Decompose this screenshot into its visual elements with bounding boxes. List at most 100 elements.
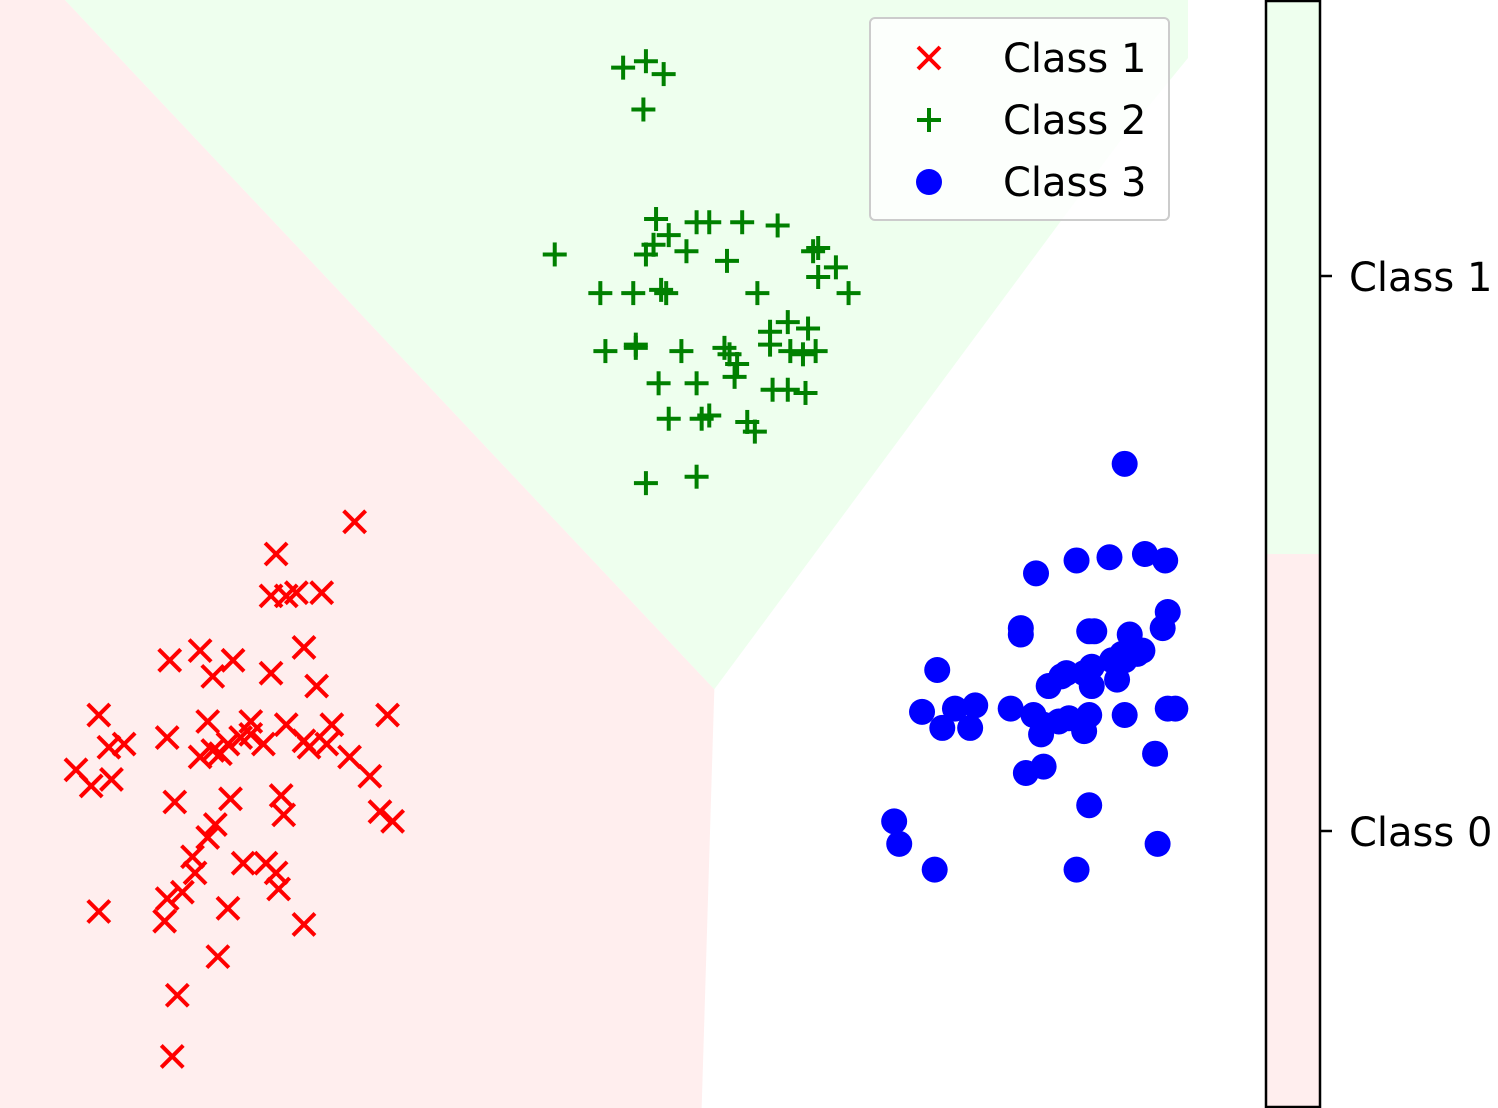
data-point bbox=[1007, 621, 1034, 648]
data-point bbox=[745, 281, 770, 306]
data-point bbox=[793, 380, 818, 405]
data-point bbox=[195, 709, 221, 734]
data-point bbox=[367, 799, 393, 825]
data-point bbox=[1063, 547, 1090, 574]
data-point bbox=[253, 850, 279, 876]
data-point bbox=[742, 419, 767, 444]
data-point bbox=[621, 281, 646, 306]
data-point bbox=[651, 62, 676, 87]
data-point bbox=[697, 403, 722, 428]
data-point bbox=[1076, 792, 1103, 819]
data-point bbox=[337, 744, 362, 770]
legend-label: Class 2 bbox=[1003, 98, 1146, 144]
data-point bbox=[1078, 653, 1105, 680]
data-point bbox=[152, 908, 178, 934]
data-point bbox=[801, 239, 826, 264]
data-point bbox=[1012, 760, 1039, 787]
data-point bbox=[941, 695, 968, 722]
data-point bbox=[357, 763, 383, 789]
data-point bbox=[195, 825, 221, 850]
data-point bbox=[78, 773, 104, 799]
data-point bbox=[215, 895, 241, 921]
data-point bbox=[1078, 673, 1105, 700]
data-point bbox=[271, 802, 297, 828]
data-point bbox=[1028, 721, 1055, 748]
data-point bbox=[304, 673, 330, 699]
data-point bbox=[669, 339, 694, 364]
data-point bbox=[1104, 666, 1131, 693]
data-point bbox=[314, 731, 340, 757]
legend-label: Class 1 bbox=[1003, 36, 1146, 82]
data-point bbox=[649, 277, 674, 302]
colorbar-tick-label: Class 0 bbox=[1349, 810, 1492, 856]
data-point bbox=[806, 265, 831, 289]
data-point bbox=[929, 714, 956, 741]
data-point bbox=[836, 281, 861, 306]
data-point bbox=[159, 1044, 185, 1069]
data-point bbox=[111, 731, 137, 757]
legend-item: Class 2 bbox=[917, 98, 1146, 144]
data-point bbox=[86, 702, 112, 728]
legend-label: Class 3 bbox=[1003, 160, 1146, 206]
data-point bbox=[375, 702, 400, 728]
series-2 bbox=[542, 49, 861, 496]
data-point bbox=[722, 364, 747, 389]
data-point bbox=[162, 789, 188, 815]
data-point bbox=[1063, 856, 1090, 883]
data-point bbox=[633, 49, 658, 74]
data-point bbox=[611, 55, 636, 80]
data-point bbox=[1035, 673, 1062, 700]
data-point bbox=[200, 738, 226, 763]
data-point bbox=[258, 660, 284, 686]
series-1 bbox=[63, 509, 406, 1069]
data-point bbox=[654, 281, 679, 306]
colorbar-segment bbox=[1266, 554, 1320, 1107]
data-point bbox=[1081, 618, 1108, 645]
data-point bbox=[182, 860, 208, 886]
data-point bbox=[187, 638, 213, 664]
data-point bbox=[588, 281, 613, 306]
data-point bbox=[623, 335, 648, 360]
legend-item: Class 3 bbox=[916, 160, 1146, 206]
data-point bbox=[1111, 702, 1138, 729]
legend-box bbox=[869, 17, 1170, 221]
data-point bbox=[99, 767, 124, 792]
data-point bbox=[1154, 598, 1181, 625]
data-point bbox=[258, 583, 284, 609]
data-point bbox=[205, 944, 231, 970]
data-point bbox=[921, 856, 948, 883]
data-point bbox=[656, 223, 681, 248]
data-point bbox=[309, 580, 335, 606]
data-point bbox=[957, 714, 984, 741]
data-point bbox=[169, 879, 195, 905]
data-point bbox=[164, 982, 190, 1008]
data-point bbox=[215, 731, 241, 757]
data-point bbox=[714, 248, 739, 273]
data-point bbox=[730, 210, 755, 235]
data-point bbox=[593, 339, 618, 364]
region-class-0 bbox=[0, 0, 715, 1108]
data-point bbox=[644, 207, 669, 232]
legend-item: Class 1 bbox=[916, 36, 1146, 82]
data-point bbox=[775, 377, 800, 402]
data-point bbox=[790, 342, 815, 367]
data-point bbox=[1144, 830, 1171, 857]
series-3 bbox=[881, 450, 1189, 883]
colorbar-segment bbox=[1266, 1, 1320, 554]
scatter-marks bbox=[63, 49, 1189, 1069]
colorbar: Class 1 Class 0 bbox=[1264, 0, 1492, 1108]
data-point bbox=[1111, 450, 1138, 477]
data-point bbox=[154, 886, 180, 912]
colorbar-tick-label: Class 1 bbox=[1349, 255, 1492, 301]
data-point bbox=[200, 663, 226, 689]
data-point bbox=[1142, 740, 1169, 767]
data-point bbox=[631, 97, 656, 122]
data-point bbox=[646, 371, 671, 396]
data-point bbox=[291, 911, 317, 937]
data-point bbox=[1023, 560, 1050, 587]
data-point bbox=[542, 242, 567, 267]
data-point bbox=[997, 695, 1024, 722]
data-point bbox=[778, 339, 803, 364]
data-point bbox=[796, 316, 821, 341]
data-point bbox=[962, 692, 989, 719]
